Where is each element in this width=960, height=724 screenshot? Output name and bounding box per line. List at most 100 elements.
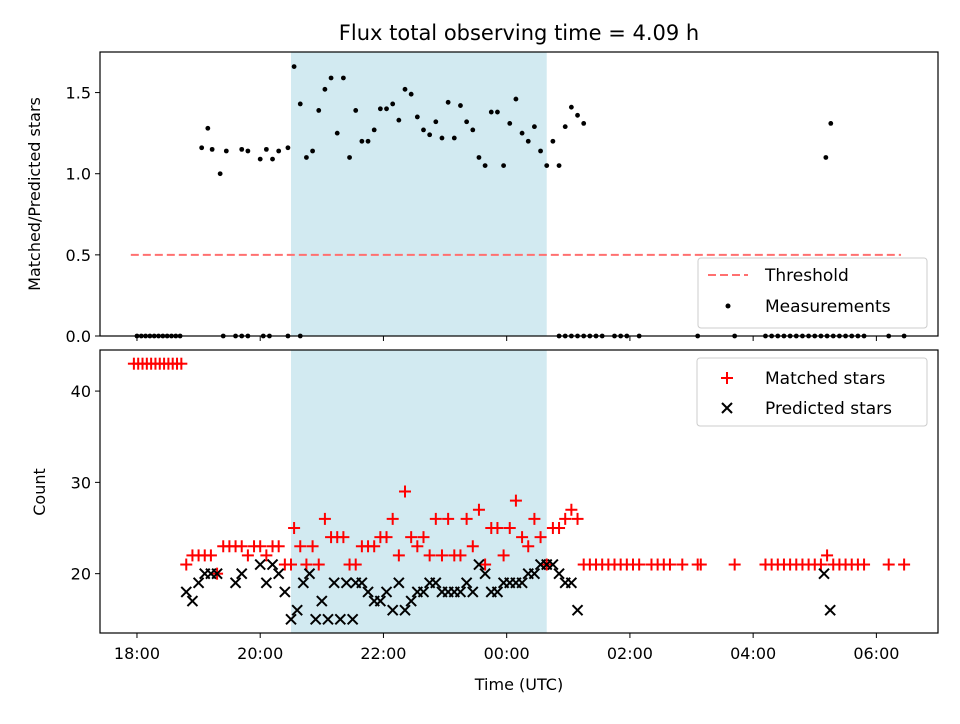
predicted-star-point (186, 595, 199, 607)
predicted-star-point (547, 558, 559, 571)
predicted-star-point (328, 577, 340, 589)
predicted-star-point (356, 577, 368, 589)
matched-star-point (676, 558, 689, 571)
matched-star-point (272, 540, 285, 553)
matched-star-point (399, 485, 412, 498)
bottom-shaded-interval (291, 350, 547, 633)
matched-star-point (285, 558, 298, 571)
matched-star-point (565, 503, 578, 516)
predicted-star-point (236, 567, 248, 580)
predicted-star-point (374, 595, 387, 607)
predicted-star-point (316, 595, 328, 607)
predicted-star-point (454, 586, 467, 598)
bottom-ylabel: Count (30, 468, 49, 516)
measurement-point (270, 156, 275, 162)
matched-star-point (429, 512, 442, 525)
measurement-point (297, 101, 303, 107)
y-tick-label: 20 (71, 565, 91, 584)
predicted-star-point (346, 613, 359, 626)
measurement-point (464, 119, 470, 125)
matched-star-point (337, 531, 350, 544)
predicted-star-point (393, 577, 405, 589)
x-tick-label: 22:00 (360, 644, 406, 663)
measurement-point (239, 146, 245, 152)
measurement-point (581, 121, 587, 126)
top-x-ticks (136, 336, 877, 341)
matched-star-point (423, 549, 436, 562)
measurement-point (310, 148, 315, 154)
measurement-point (304, 155, 309, 160)
predicted-star-point (571, 604, 584, 616)
y-tick-label: 40 (71, 382, 91, 401)
measurement-point (495, 109, 500, 115)
predicted-legend-label: Predicted stars (765, 399, 892, 419)
matched-star-point (858, 558, 871, 571)
chart-title: Flux total observing time = 4.09 h (339, 21, 699, 45)
y-tick-label: 0.5 (66, 246, 91, 265)
matched-star-point (491, 522, 504, 535)
predicted-star-point (565, 577, 578, 589)
measurement-point (371, 127, 377, 133)
matched-star-point (522, 540, 535, 553)
measurement-point (488, 109, 494, 115)
predicted-star-point (291, 604, 303, 616)
measurement-point (384, 106, 389, 112)
predicted-star-point (386, 604, 399, 616)
matched-star-point (306, 540, 319, 553)
measurement-point (205, 125, 211, 131)
predicted-star-point (430, 577, 442, 589)
predicted-star-point (479, 567, 491, 580)
measurement-point (458, 103, 463, 108)
predicted-star-point (824, 604, 836, 616)
matched-star-point (559, 512, 572, 525)
matched-star-point (368, 540, 381, 553)
top-shaded-interval (291, 52, 547, 336)
y-tick-label: 0.0 (66, 327, 91, 346)
matched-star-point (728, 558, 741, 571)
matched-star-point (571, 512, 584, 525)
top-legend-box (697, 257, 928, 329)
y-tick-label: 1.0 (66, 165, 91, 184)
matched-star-point (472, 503, 485, 516)
matched-star-point (633, 558, 646, 571)
bottom-legend-box (696, 357, 928, 427)
matched-star-point (435, 549, 448, 562)
top-panel: 0.0 0.5 1.0 1.5 Matched/Predicted stars Thr… (25, 51, 939, 346)
predicted-star-point (279, 586, 291, 598)
measurement-point (476, 155, 482, 160)
matched-star-point (180, 558, 193, 571)
measurement-point (445, 99, 451, 105)
predicted-star-point (254, 558, 266, 571)
threshold-legend-label: Threshold (764, 266, 849, 286)
matched-star-point (553, 522, 566, 535)
matched-star-point (241, 549, 254, 562)
measurements-legend-swatch (725, 303, 731, 309)
measurement-point (402, 86, 408, 92)
measurement-point (209, 146, 215, 152)
predicted-star-point (211, 567, 223, 580)
matched-star-point (460, 512, 473, 525)
x-tick-label: 06:00 (853, 644, 899, 663)
top-axes-frame (99, 51, 939, 337)
measurement-point (482, 163, 488, 169)
measurement-point (276, 148, 282, 154)
measurement-point (263, 146, 269, 152)
matched-star-point (691, 558, 704, 571)
measurement-point (334, 130, 340, 136)
matched-star-point (386, 512, 399, 525)
predicted-star-point (460, 577, 473, 589)
y-tick-label: 30 (71, 473, 91, 492)
matched-star-point (312, 558, 325, 571)
matched-star-point (405, 531, 418, 544)
measurement-point (532, 124, 537, 130)
predicted-star-point (516, 577, 528, 589)
x-tick-label: 20:00 (237, 644, 283, 663)
top-ylabel: Matched/Predicted stars (25, 97, 44, 291)
predicted-star-point (334, 613, 347, 626)
measurement-point (470, 127, 476, 133)
measurement-point (223, 148, 229, 154)
measurement-point (408, 91, 414, 97)
measurement-point (257, 156, 263, 162)
matched-legend-label: Matched stars (765, 369, 885, 389)
